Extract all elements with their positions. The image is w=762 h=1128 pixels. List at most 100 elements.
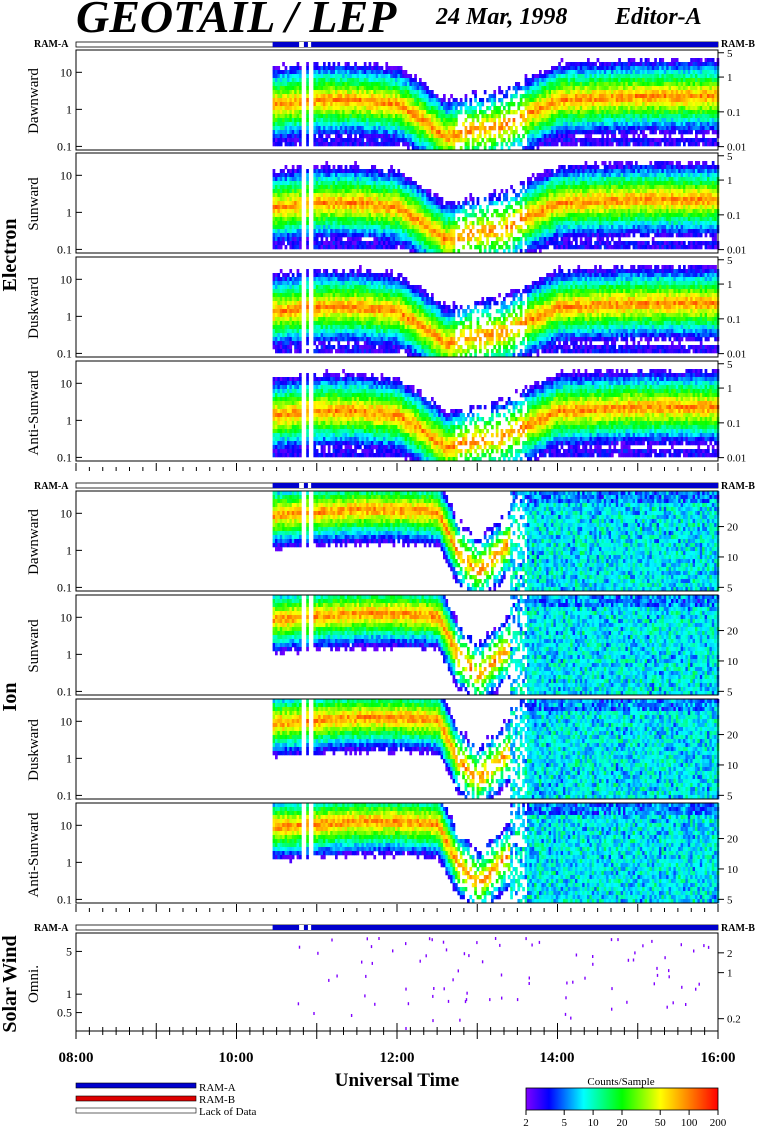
spectrogram-cell <box>366 197 369 202</box>
spectrogram-cell <box>272 241 276 246</box>
spectrogram-cell <box>678 138 681 143</box>
spectrogram-cell <box>407 197 410 202</box>
spectrogram-cell <box>419 134 422 139</box>
spectrogram-cell <box>387 193 391 198</box>
spectrogram-cell <box>294 78 297 83</box>
spectrogram-cell <box>659 98 662 103</box>
spectrogram-cell <box>589 78 593 83</box>
spectrogram-cell <box>313 193 317 198</box>
spectrogram-cell <box>599 118 602 123</box>
spectrogram-cell <box>361 78 365 83</box>
spectrogram-cell <box>363 213 367 218</box>
spectrogram-cell <box>325 173 329 178</box>
spectrogram-cell <box>531 241 535 246</box>
spectrogram-cell <box>404 86 408 91</box>
spectrogram-cell <box>320 90 324 95</box>
spectrogram-cell <box>332 138 336 143</box>
spectrogram-cell <box>565 62 569 67</box>
spectrogram-cell <box>642 98 645 103</box>
spectrogram-cell <box>354 74 357 79</box>
spectrogram-cell <box>368 217 372 222</box>
spectrogram-cell <box>275 142 278 147</box>
spectrogram-cell <box>711 118 715 123</box>
spectrogram-cell <box>452 142 456 147</box>
spectrogram-cell <box>690 90 693 95</box>
spectrogram-cell <box>404 98 408 103</box>
spectrogram-cell <box>421 114 425 119</box>
spectrogram-cell <box>306 90 309 95</box>
spectrogram-cell <box>339 233 343 238</box>
spectrogram-cell <box>435 110 439 115</box>
spectrogram-cell <box>541 134 545 139</box>
spectrogram-cell <box>529 205 533 210</box>
spectrogram-cell <box>711 82 715 87</box>
spectrogram-cell <box>639 98 643 103</box>
spectrogram-cell <box>315 221 319 226</box>
spectrogram-cell <box>541 233 545 238</box>
spectrogram-cell <box>402 197 405 202</box>
spectrogram-cell <box>505 193 509 198</box>
spectrogram-cell <box>337 78 341 83</box>
spectrogram-cell <box>416 138 420 143</box>
spectrogram-cell <box>363 66 367 71</box>
electron-0-right-tick-label: 0.01 <box>727 142 746 154</box>
spectrogram-cell <box>469 126 473 131</box>
spectrogram-cell <box>469 130 473 135</box>
spectrogram-cell <box>565 102 569 107</box>
spectrogram-cell <box>342 217 345 222</box>
electron-ram-a-bar <box>272 42 718 47</box>
spectrogram-cell <box>347 138 350 143</box>
spectrogram-cell <box>371 209 374 214</box>
spectrogram-cell <box>450 225 453 230</box>
electron-0-left-tick-label: 0.1 <box>57 139 72 153</box>
spectrogram-cell <box>330 221 333 226</box>
spectrogram-cell <box>275 225 278 230</box>
spectrogram-cell <box>445 138 449 143</box>
spectrogram-cell <box>656 98 660 103</box>
spectrogram-cell <box>411 229 415 234</box>
spectrogram-cell <box>443 110 446 115</box>
spectrogram-cell <box>587 126 590 131</box>
spectrogram-cell <box>404 118 408 123</box>
spectrogram-cell <box>368 86 372 91</box>
spectrogram-cell <box>387 78 391 83</box>
spectrogram-cell <box>481 138 485 143</box>
spectrogram-cell <box>306 82 309 87</box>
spectrogram-cell <box>678 122 681 127</box>
spectrogram-cell <box>644 70 648 75</box>
spectrogram-cell <box>337 241 341 246</box>
spectrogram-cell <box>294 169 297 174</box>
spectrogram-cell <box>354 62 357 67</box>
spectrogram-cell <box>575 142 578 147</box>
spectrogram-cell <box>416 197 420 202</box>
spectrogram-cell <box>438 237 441 242</box>
spectrogram-cell <box>515 130 518 135</box>
spectrogram-cell <box>327 205 331 210</box>
spectrogram-cell <box>330 209 333 214</box>
spectrogram-cell <box>282 201 285 206</box>
spectrogram-cell <box>419 102 422 107</box>
ram-b-label-electron: RAM-B <box>721 39 755 50</box>
spectrogram-cell <box>347 122 350 127</box>
spectrogram-cell <box>632 126 636 131</box>
spectrogram-cell <box>337 106 341 111</box>
spectrogram-cell <box>457 209 461 214</box>
spectrogram-cell <box>563 110 566 115</box>
spectrogram-cell <box>570 134 573 139</box>
spectrogram-cell <box>411 241 415 246</box>
spectrogram-cell <box>606 106 609 111</box>
spectrogram-cell <box>323 189 326 194</box>
spectrogram-cell <box>390 221 393 226</box>
spectrogram-cell <box>320 165 324 170</box>
spectrogram-cell <box>579 110 583 115</box>
spectrogram-cell <box>359 122 362 127</box>
spectrogram-cell <box>332 241 336 246</box>
spectrogram-cell <box>299 126 302 131</box>
spectrogram-cell <box>462 122 465 127</box>
spectrogram-cell <box>354 241 357 246</box>
spectrogram-cell <box>282 62 285 67</box>
spectrogram-cell <box>524 201 528 206</box>
spectrogram-cell <box>385 122 389 127</box>
spectrogram-cell <box>445 110 449 115</box>
spectrogram-cell <box>313 229 317 234</box>
